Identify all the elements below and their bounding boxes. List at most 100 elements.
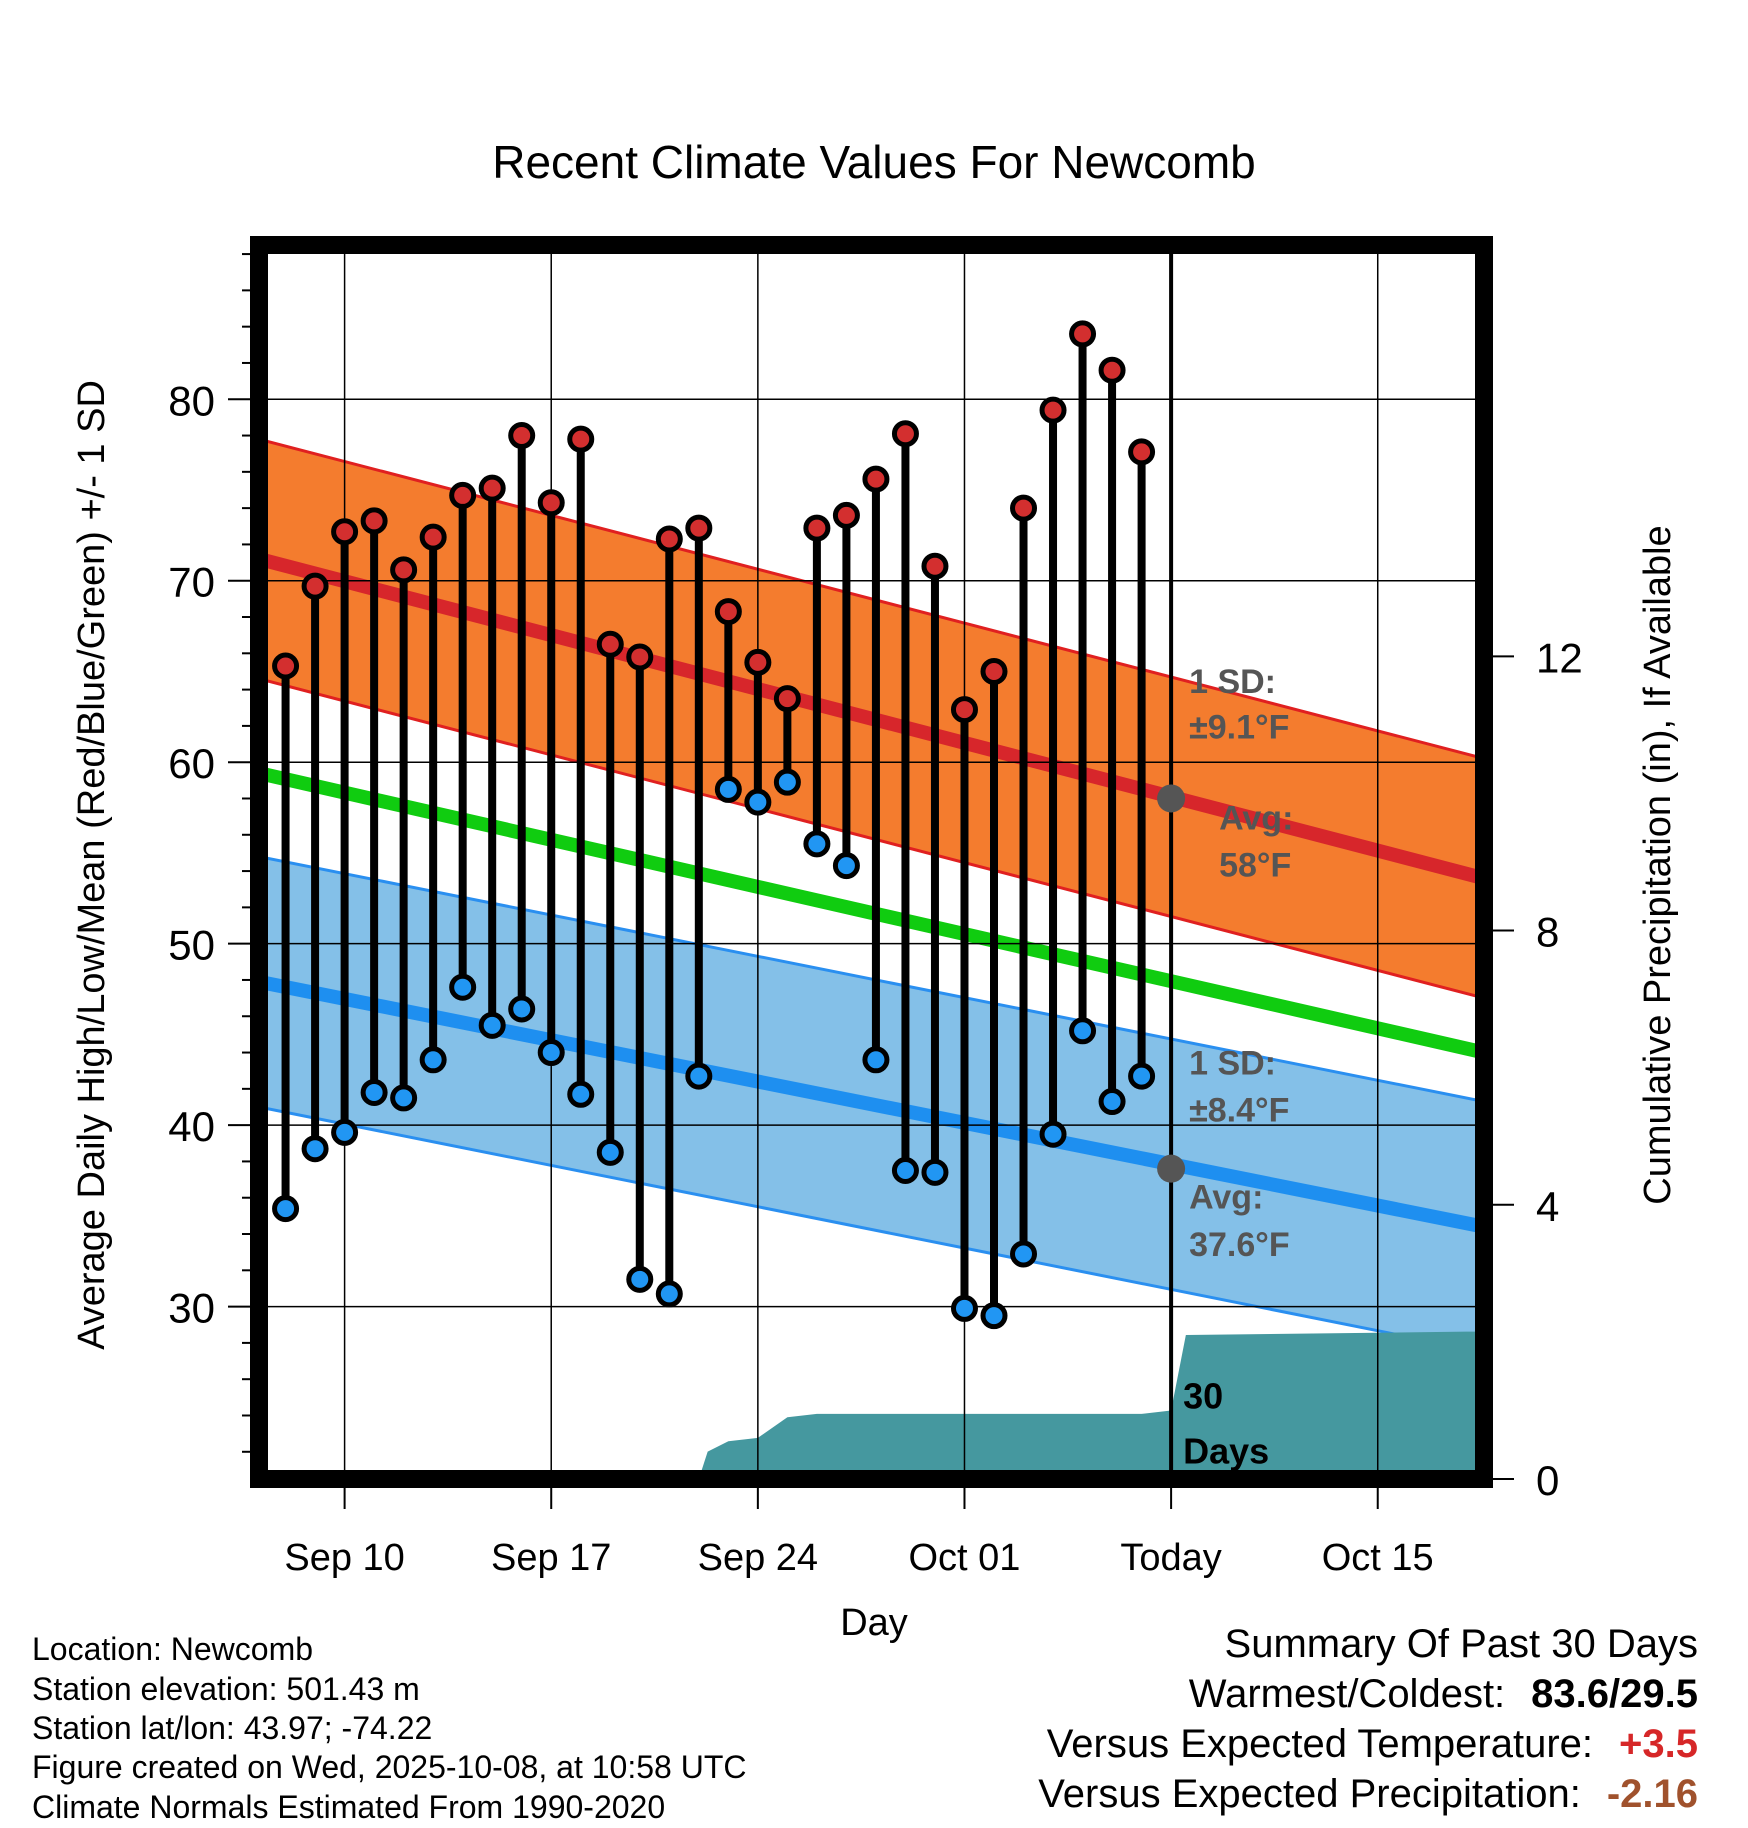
daily-high-point xyxy=(272,652,300,680)
daily-low-point xyxy=(714,775,742,803)
daily-high-point xyxy=(685,514,713,542)
daily-low-point xyxy=(980,1302,1008,1330)
daily-high-point xyxy=(803,514,831,542)
summary-warm-cold: Warmest/Coldest: 83.6/29.5 xyxy=(1189,1672,1698,1717)
x-tick-label: Today xyxy=(1120,1537,1221,1579)
y-tick-label: 80 xyxy=(168,377,215,424)
y2-tick-label: 0 xyxy=(1536,1457,1559,1504)
x-tick-label: Sep 10 xyxy=(284,1537,404,1579)
y-tick-label: 30 xyxy=(168,1285,215,1332)
low-sd-lower-edge xyxy=(259,1105,1484,1354)
daily-high-point xyxy=(1098,356,1126,384)
daily-high-point xyxy=(478,474,506,502)
temp-label: Versus Expected Temperature: xyxy=(1046,1722,1594,1766)
y2-axis-label: Cumulative Precipitation (in), If Availa… xyxy=(1637,525,1679,1204)
precip-value: -2.16 xyxy=(1606,1772,1698,1816)
daily-low-point xyxy=(862,1046,890,1074)
chart-title: Recent Climate Values For Newcomb xyxy=(492,136,1256,188)
y-tick-label: 60 xyxy=(168,740,215,787)
daily-high-point xyxy=(1069,320,1097,348)
y-tick-label: 40 xyxy=(168,1103,215,1150)
daily-low-point xyxy=(655,1280,683,1308)
location-text: Location: Newcomb xyxy=(32,1631,314,1667)
summary-title: Summary Of Past 30 Days xyxy=(1225,1622,1698,1667)
daily-low-point xyxy=(360,1078,388,1106)
daily-high-point xyxy=(773,685,801,713)
warm-cold-label: Warmest/Coldest: xyxy=(1188,1672,1506,1716)
daily-low-point xyxy=(921,1158,949,1186)
low-avg-value: 37.6°F xyxy=(1189,1226,1290,1264)
daily-high-point xyxy=(832,501,860,529)
daily-low-point xyxy=(773,768,801,796)
daily-low-point xyxy=(891,1157,919,1184)
daily-low-point xyxy=(1039,1120,1067,1148)
daily-low-point xyxy=(478,1011,506,1039)
low-sd-label: 1 SD: xyxy=(1189,1044,1276,1082)
daily-low-point xyxy=(419,1046,447,1074)
plot-interior: 1 SD: ±9.1°F Avg: 58°F 1 SD: ±8.4°F Avg: 37.6°F… xyxy=(259,245,1484,1479)
daily-high-point xyxy=(449,481,477,509)
low-avg-label: Avg: xyxy=(1189,1179,1263,1217)
normals-text: Climate Normals Estimated From 1990-2020 xyxy=(32,1789,666,1825)
high-sd-value: ±9.1°F xyxy=(1189,709,1289,747)
daily-high-point xyxy=(301,572,329,600)
elevation-text: Station elevation: 501.43 m xyxy=(32,1671,420,1707)
daily-high-point xyxy=(714,598,742,626)
y2-tick-label: 8 xyxy=(1536,909,1559,956)
daily-high-point xyxy=(567,425,595,453)
warm-cold-value: 83.6/29.5 xyxy=(1531,1672,1698,1716)
daily-low-point xyxy=(537,1039,565,1067)
daily-high-point xyxy=(1039,396,1067,424)
y-tick-label: 70 xyxy=(168,559,215,606)
created-text: Figure created on Wed, 2025-10-08, at 10… xyxy=(32,1749,747,1785)
low-normal-line xyxy=(259,974,1484,1234)
summary-precip: Versus Expected Precipitation: -2.16 xyxy=(1038,1772,1698,1817)
daily-low-point xyxy=(508,995,536,1023)
daily-high-point xyxy=(891,420,919,448)
summary-title-text: Summary Of Past 30 Days xyxy=(1224,1622,1698,1666)
x-tick-label: Oct 15 xyxy=(1322,1537,1434,1579)
daily-low-point xyxy=(596,1138,624,1166)
daily-low-point xyxy=(272,1195,300,1223)
x-axis-label: Day xyxy=(840,1602,908,1644)
daily-high-point xyxy=(419,523,447,551)
precip-label: Versus Expected Precipitation: xyxy=(1038,1772,1581,1816)
high-avg-label: Avg: xyxy=(1219,799,1293,837)
daily-low-point xyxy=(1010,1240,1038,1268)
daily-high-point xyxy=(360,507,388,535)
low-sd-value: ±8.4°F xyxy=(1189,1092,1289,1130)
daily-high-point xyxy=(537,489,565,517)
daily-low-point xyxy=(567,1080,595,1108)
daily-low-point xyxy=(331,1118,359,1146)
y2-tick-label: 12 xyxy=(1536,634,1583,681)
y2-tick-label: 4 xyxy=(1536,1183,1559,1230)
daily-high-point xyxy=(921,552,949,580)
y-axis-label: Average Daily High/Low/Mean (Red/Blue/Gr… xyxy=(71,380,113,1350)
daily-high-point xyxy=(390,556,418,584)
daily-low-point xyxy=(1098,1088,1126,1116)
daily-low-point xyxy=(685,1062,713,1090)
daily-low-point xyxy=(449,973,477,1001)
daily-low-point xyxy=(1128,1062,1156,1090)
daily-high-point xyxy=(1010,494,1038,522)
daily-low-point xyxy=(626,1265,654,1293)
high-avg-value: 58°F xyxy=(1219,847,1291,885)
daily-low-point xyxy=(390,1084,418,1112)
x-tick-label: Sep 17 xyxy=(491,1537,611,1579)
x-tick-label: Sep 24 xyxy=(698,1537,818,1579)
low-avg-today-marker xyxy=(1157,1154,1186,1183)
y-tick-label: 50 xyxy=(168,922,215,969)
daily-high-point xyxy=(596,630,624,658)
daily-low-point xyxy=(950,1294,978,1322)
daily-high-point xyxy=(862,465,890,493)
daily-low-point xyxy=(803,830,831,858)
latlon-text: Station lat/lon: 43.97; -74.22 xyxy=(32,1710,433,1746)
daily-high-point xyxy=(331,518,359,546)
temp-value: +3.5 xyxy=(1619,1722,1698,1766)
daily-low-point xyxy=(744,788,772,816)
summary-temp: Versus Expected Temperature: +3.5 xyxy=(1047,1722,1698,1767)
precip-area xyxy=(285,1331,1484,1479)
precip-period-label-days: Days xyxy=(1183,1431,1269,1472)
daily-high-point xyxy=(508,422,536,450)
